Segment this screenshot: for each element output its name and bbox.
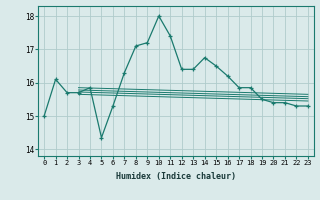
- X-axis label: Humidex (Indice chaleur): Humidex (Indice chaleur): [116, 172, 236, 181]
